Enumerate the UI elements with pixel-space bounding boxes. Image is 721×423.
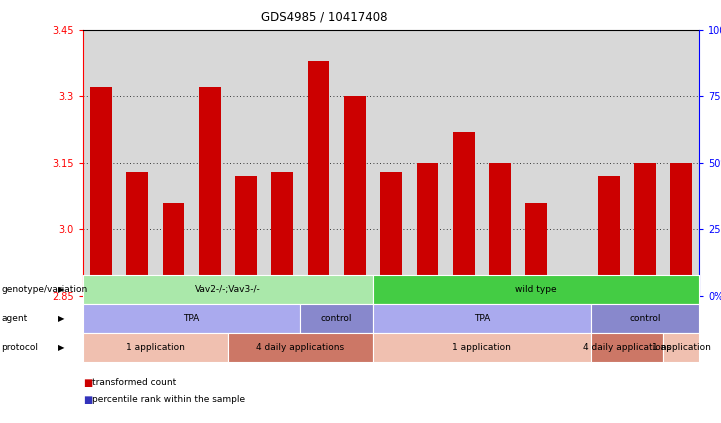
Bar	[272, 172, 293, 296]
Bar	[489, 292, 510, 296]
Text: 4 daily applications: 4 daily applications	[583, 343, 671, 352]
Text: transformed count: transformed count	[92, 378, 177, 387]
Bar	[562, 292, 583, 296]
Bar	[526, 292, 547, 296]
Text: wild type: wild type	[516, 285, 557, 294]
Bar	[199, 88, 221, 296]
Bar	[417, 163, 438, 296]
Bar	[453, 292, 474, 296]
Bar	[634, 292, 656, 296]
Bar	[526, 203, 547, 296]
Text: ▶: ▶	[58, 285, 64, 294]
Text: 1 application: 1 application	[126, 343, 185, 352]
Bar	[562, 287, 583, 296]
Bar	[344, 96, 366, 296]
Bar	[272, 292, 293, 296]
Bar	[417, 292, 438, 296]
Bar	[126, 172, 149, 296]
Text: ■: ■	[83, 378, 92, 388]
Text: 1 application: 1 application	[652, 343, 711, 352]
Bar	[90, 292, 112, 296]
Text: Vav2-/-;Vav3-/-: Vav2-/-;Vav3-/-	[195, 285, 261, 294]
Bar	[380, 172, 402, 296]
Bar	[163, 203, 185, 296]
Text: GDS4985 / 10417408: GDS4985 / 10417408	[261, 11, 388, 24]
Text: control: control	[321, 314, 353, 323]
Text: agent: agent	[1, 314, 27, 323]
Bar	[308, 60, 329, 296]
Bar	[380, 292, 402, 296]
Bar	[126, 292, 149, 296]
Bar	[308, 292, 329, 296]
Text: protocol: protocol	[1, 343, 38, 352]
Text: ■: ■	[83, 395, 92, 405]
Bar	[598, 176, 619, 296]
Text: genotype/variation: genotype/variation	[1, 285, 88, 294]
Bar	[344, 292, 366, 296]
Bar	[671, 292, 692, 296]
Bar	[235, 292, 257, 296]
Bar	[489, 163, 510, 296]
Bar	[235, 176, 257, 296]
Text: ▶: ▶	[58, 314, 64, 323]
Bar	[598, 292, 619, 296]
Bar	[90, 88, 112, 296]
Text: TPA: TPA	[184, 314, 200, 323]
Text: 1 application: 1 application	[452, 343, 511, 352]
Text: percentile rank within the sample: percentile rank within the sample	[92, 395, 245, 404]
Bar	[163, 292, 185, 296]
Text: control: control	[629, 314, 660, 323]
Text: ▶: ▶	[58, 343, 64, 352]
Text: 4 daily applications: 4 daily applications	[257, 343, 345, 352]
Bar	[634, 163, 656, 296]
Bar	[671, 163, 692, 296]
Bar	[453, 132, 474, 296]
Text: TPA: TPA	[474, 314, 490, 323]
Bar	[199, 292, 221, 296]
